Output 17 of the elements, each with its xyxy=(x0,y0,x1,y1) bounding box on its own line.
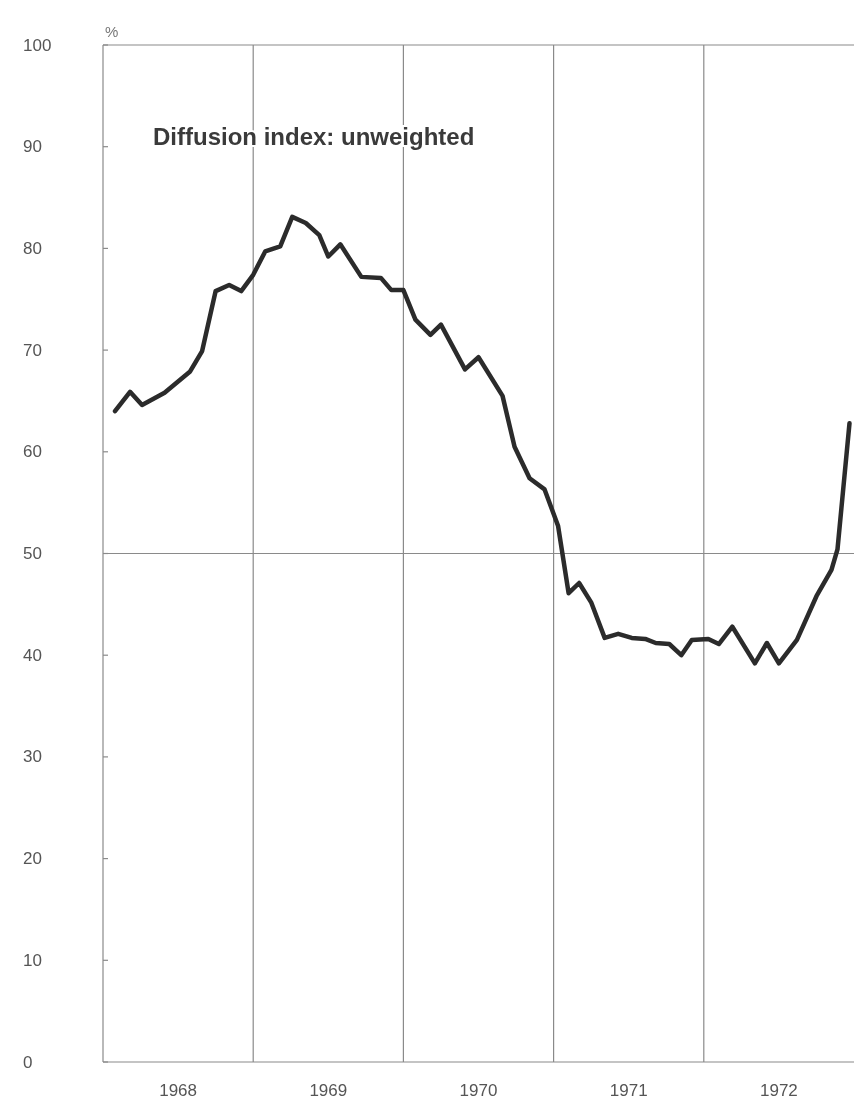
x-tick-label: 1970 xyxy=(459,1081,498,1100)
y-tick-label: 30 xyxy=(23,747,42,767)
y-tick-label: 90 xyxy=(23,137,42,157)
y-tick-label: 80 xyxy=(23,238,42,258)
y-tick-label: 20 xyxy=(23,849,42,869)
y-tick-label: 60 xyxy=(23,442,42,462)
y-tick-label: 70 xyxy=(23,340,42,360)
y-tick-label: 50 xyxy=(23,544,42,563)
y-tick-label: 40 xyxy=(23,645,42,665)
y-tick-label: 10 xyxy=(23,950,42,970)
x-tick-label: 1968 xyxy=(159,1081,198,1100)
y-tick-label: 100 xyxy=(23,35,52,55)
y-axis-title: % xyxy=(105,23,119,40)
x-tick-label: 1971 xyxy=(609,1081,648,1100)
y-tick-label: 0 xyxy=(23,1052,33,1072)
x-tick-label: 1969 xyxy=(309,1081,348,1100)
x-tick-label: 1972 xyxy=(759,1081,798,1100)
